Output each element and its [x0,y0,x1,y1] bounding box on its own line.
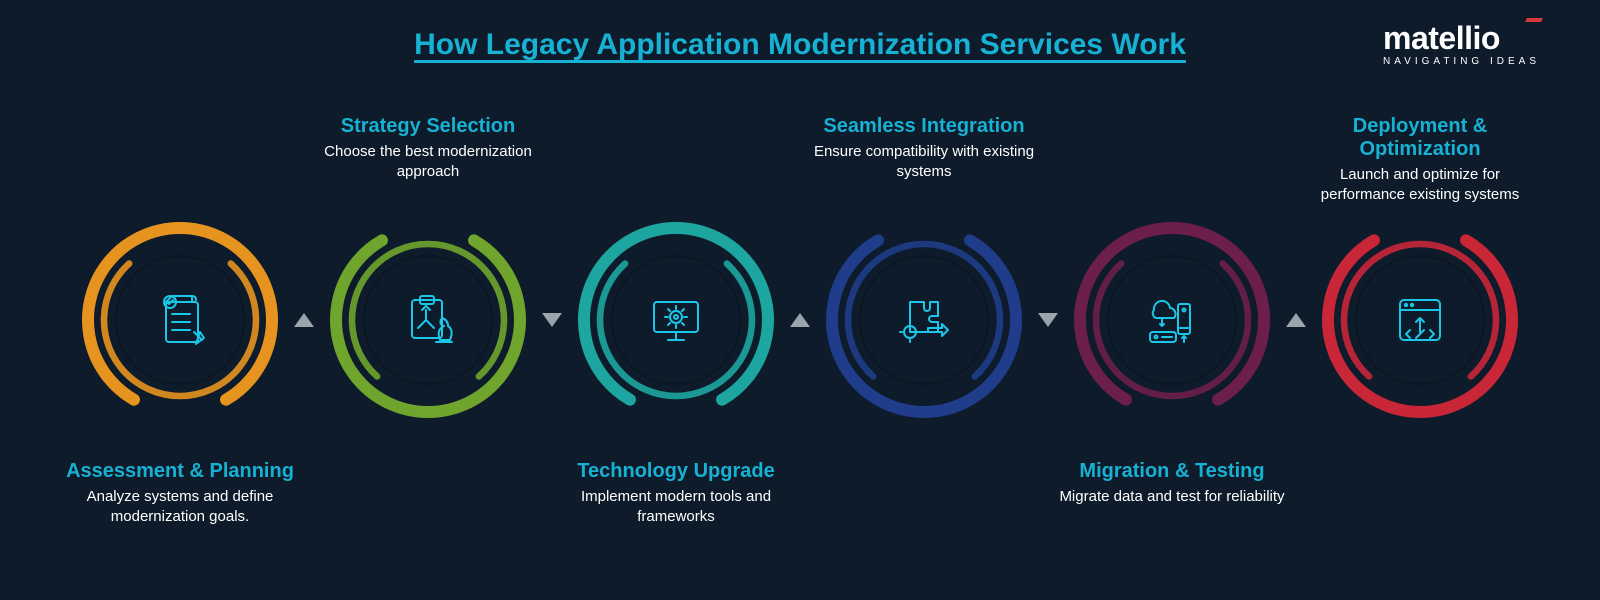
step-title: Strategy Selection [308,115,548,138]
connector-arrow [1038,313,1058,327]
step-label-assessment: Assessment & Planning Analyze systems an… [60,460,300,528]
logo-accent [1525,18,1543,22]
steps-row [0,220,1600,420]
step-title: Deployment & Optimization [1300,115,1540,161]
step-migration [1072,220,1272,420]
strategy-board-icon [363,255,493,385]
step-desc: Migrate data and test for reliability [1052,487,1292,507]
step-label-tech-upgrade: Technology Upgrade Implement modern tool… [556,460,796,528]
connector-arrow [294,313,314,327]
step-title: Assessment & Planning [60,460,300,483]
code-launch-icon [1355,255,1485,385]
step-title: Technology Upgrade [556,460,796,483]
connector-arrow [542,313,562,327]
step-title: Seamless Integration [804,115,1044,138]
step-label-integration: Seamless Integration Ensure compatibilit… [804,115,1044,183]
cloud-server-icon [1107,255,1237,385]
logo-brand: matellio [1383,22,1540,54]
clipboard-check-icon [115,255,245,385]
step-integration [824,220,1024,420]
monitor-gear-icon [611,255,741,385]
step-tech-upgrade [576,220,776,420]
step-label-deployment: Deployment & Optimization Launch and opt… [1300,115,1540,206]
step-desc: Analyze systems and define modernization… [60,487,300,528]
step-strategy [328,220,528,420]
connector-arrow [790,313,810,327]
step-assessment [80,220,280,420]
step-label-migration: Migration & Testing Migrate data and tes… [1052,460,1292,507]
infographic-canvas: How Legacy Application Modernization Ser… [0,0,1600,600]
brand-logo: matellio NAVIGATING IDEAS [1383,22,1540,67]
logo-tagline: NAVIGATING IDEAS [1383,56,1540,67]
connector-arrow [1286,313,1306,327]
page-title: How Legacy Application Modernization Ser… [414,28,1186,62]
step-desc: Launch and optimize for performance exis… [1300,165,1540,206]
step-title: Migration & Testing [1052,460,1292,483]
step-label-strategy: Strategy Selection Choose the best moder… [308,115,548,183]
step-desc: Ensure compatibility with existing syste… [804,142,1044,183]
puzzle-gear-icon [859,255,989,385]
step-desc: Implement modern tools and frameworks [556,487,796,528]
step-desc: Choose the best modernization approach [308,142,548,183]
step-deployment [1320,220,1520,420]
